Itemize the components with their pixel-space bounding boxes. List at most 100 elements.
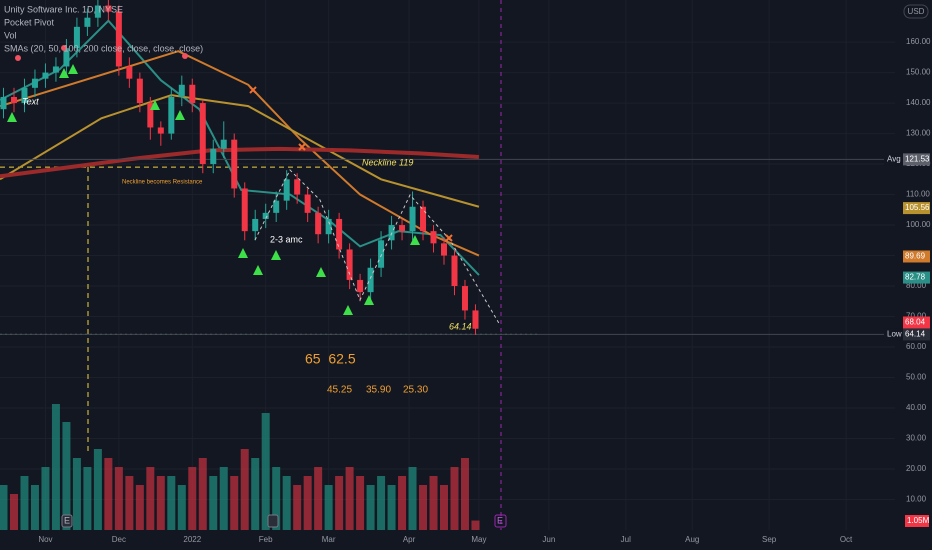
y-tick-label: 50.00 [906, 373, 927, 382]
candle-body [105, 5, 112, 12]
volume-bar [230, 476, 239, 530]
x-tick-label: Sep [762, 535, 777, 544]
candle-body [52, 66, 59, 73]
candle-body [168, 96, 175, 134]
volume-label: 1.05M [907, 516, 930, 525]
volume-bar [0, 485, 8, 530]
price-label: 68.04 [905, 318, 926, 327]
candle-body [357, 279, 364, 293]
price-label: 82.78 [905, 273, 926, 282]
volume-label-box [905, 515, 929, 527]
y-tick-label: 150.00 [906, 68, 931, 77]
volume-bar [450, 467, 459, 530]
candle-body [94, 5, 101, 18]
volume-bar [398, 476, 407, 530]
volume-bar [188, 467, 197, 530]
y-tick-label: 20.00 [906, 464, 927, 473]
y-tick-label: 30.00 [906, 434, 927, 443]
candle-body [21, 87, 28, 104]
x-tick-label: Jun [542, 535, 555, 544]
sma-line [0, 50, 480, 257]
star-markers [15, 45, 188, 61]
price-label-box [903, 202, 930, 215]
y-tick-label: 80.00 [906, 281, 927, 290]
volume-bar [156, 476, 165, 530]
candle-body [241, 188, 248, 232]
volume-bar [93, 449, 102, 530]
candle-body [336, 218, 343, 250]
candle-body [157, 127, 164, 134]
price-label-box [903, 250, 930, 263]
candle-body [63, 48, 70, 67]
price-label-box [903, 316, 930, 329]
currency-pill [903, 4, 929, 19]
volume-bar [135, 485, 144, 530]
volume-bar [146, 467, 155, 530]
price-label: 89.69 [905, 252, 926, 261]
volume-bar [366, 485, 375, 530]
y-tick-label: 60.00 [906, 342, 927, 351]
candle-body [31, 78, 38, 88]
volume-bar [272, 467, 281, 530]
price-label: 105.56 [905, 203, 930, 212]
volume-bar [30, 485, 39, 530]
candle-body [472, 310, 479, 329]
volume-bar [387, 485, 396, 530]
candle-body [136, 78, 143, 104]
volume-bar [261, 413, 270, 530]
candle-body [220, 139, 227, 149]
price-label: 64.14 [905, 330, 926, 339]
candle-body [451, 255, 458, 287]
target-label: 65 62.5 [305, 351, 356, 367]
annotation: 2-3 amc [270, 234, 303, 244]
volume-bar [419, 485, 428, 530]
x-tick-label: 2022 [183, 535, 201, 544]
candle-body [210, 148, 217, 165]
annotation: Neckline 119 [362, 157, 413, 167]
pocket-pivot-markers [7, 64, 420, 315]
volume-bar [377, 476, 386, 530]
volume-bar [219, 467, 228, 530]
earnings-icons [61, 514, 507, 528]
volume-bar [114, 467, 123, 530]
candle-body [441, 243, 448, 256]
target-label: 35.90 [366, 385, 391, 396]
price-tag: Avg [887, 155, 901, 164]
volume-bar [345, 467, 354, 530]
x-tick-label: May [471, 535, 486, 544]
x-tick-label: Mar [322, 535, 336, 544]
x-tick-label: Dec [112, 535, 126, 544]
volume-bar [125, 476, 134, 530]
volume-bar [293, 485, 302, 530]
candle-body [199, 103, 206, 165]
volume-bar [471, 520, 480, 530]
candle-body [231, 139, 238, 189]
volume-bar [429, 476, 438, 530]
annotation: Neckline becomes Resistance [122, 180, 203, 186]
volume-bar [251, 458, 260, 530]
volume-bar [51, 404, 60, 530]
volume-bar [198, 458, 207, 530]
volume-bar [335, 476, 344, 530]
candle-body [178, 84, 185, 97]
volume-bar [314, 467, 323, 530]
volume-bar [240, 449, 249, 530]
candle-body [304, 194, 311, 213]
volume-bar [460, 458, 469, 530]
candle-body [73, 26, 80, 49]
candle-body [0, 96, 7, 110]
candle-body [420, 206, 427, 232]
annotation: 64.14 [449, 321, 472, 331]
earnings-label: E [497, 515, 503, 525]
volume-bar [324, 485, 333, 530]
volume-bar [72, 458, 81, 530]
target-label: 45.25 [327, 385, 352, 396]
y-tick-label: 70.00 [906, 312, 927, 321]
volume-bar [104, 458, 113, 530]
volume-bar [408, 467, 417, 530]
price-label: 121.53 [905, 155, 930, 164]
indicator-label: SMAs (20, 50, 100, 200 close, close, clo… [4, 43, 203, 53]
price-label-box [903, 153, 930, 166]
x-tick-label: Jul [621, 535, 631, 544]
